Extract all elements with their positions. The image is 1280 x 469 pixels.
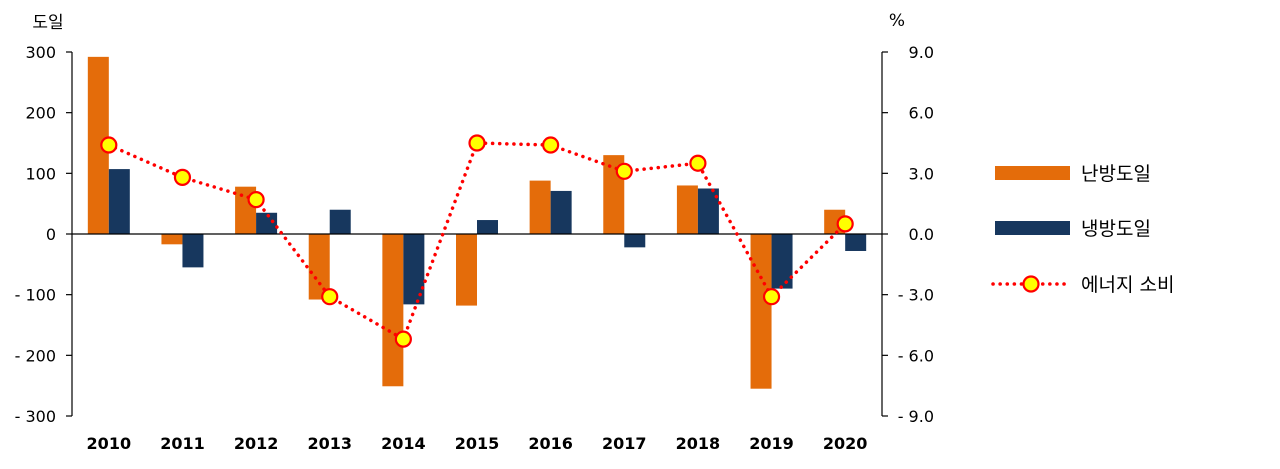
left-tick-label: 0: [46, 225, 56, 244]
energy-point-2016: [542, 136, 560, 154]
right-tick-label: - 3.0: [898, 286, 934, 305]
bar-heating-2014: [382, 234, 404, 387]
x-tick-label-2017: 2017: [602, 434, 647, 453]
plot-area: 300 200 100 0 - 100 - 200 - 300 9.0 6.0 3.0 0.0 - …: [15, 43, 934, 453]
x-tick-label-2015: 2015: [455, 434, 500, 453]
energy-point-2010: [100, 136, 118, 154]
bar-cooling-2019: [771, 234, 793, 289]
left-tick-label: - 300: [15, 407, 56, 426]
energy-point-2011: [173, 168, 192, 186]
x-tick-label-2013: 2013: [307, 434, 352, 453]
x-tick-label-2020: 2020: [823, 434, 868, 453]
x-tick-label-2019: 2019: [749, 434, 794, 453]
bar-cooling-2011: [182, 234, 204, 268]
x-tick-label-2011: 2011: [160, 434, 205, 453]
left-tick-label: - 200: [15, 346, 56, 365]
right-tick-label: 0.0: [909, 225, 934, 244]
bar-cooling-2017: [624, 234, 646, 248]
energy-consumption-points: [100, 134, 854, 348]
energy-point-2017: [615, 162, 633, 180]
bar-cooling-2014: [403, 234, 425, 305]
legend-swatch-heating: [995, 166, 1070, 180]
legend-swatch-cooling: [995, 221, 1070, 235]
x-tick-label-2018: 2018: [676, 434, 721, 453]
bar-heating-2018: [676, 185, 698, 234]
right-tick-label: 3.0: [909, 164, 934, 183]
energy-point-2018: [689, 154, 707, 172]
energy-point-2015: [468, 134, 486, 152]
right-axis-ticks: 9.0 6.0 3.0 0.0 - 3.0 - 6.0 - 9.0: [882, 43, 934, 426]
bar-cooling-2012: [256, 212, 278, 234]
bar-cooling-2010: [108, 169, 130, 234]
bar-heating-2011: [161, 234, 183, 245]
legend-item-energy: 에너지 소비: [991, 274, 1174, 296]
bar-heating-2010: [87, 56, 109, 234]
right-tick-label: 9.0: [909, 43, 934, 62]
bar-heating-2013: [308, 234, 330, 300]
energy-point-2014: [394, 330, 412, 348]
bar-heating-2016: [529, 180, 551, 234]
legend-item-heating: 난방도일: [995, 163, 1151, 185]
x-tick-label-2012: 2012: [234, 434, 279, 453]
legend-item-cooling: 냉방도일: [995, 218, 1151, 240]
bar-cooling-2015: [477, 220, 498, 234]
bar-cooling-2018: [697, 188, 719, 234]
legend-label-heating: 난방도일: [1081, 163, 1151, 185]
energy-point-2012: [247, 191, 265, 209]
right-tick-label: 6.0: [909, 104, 934, 123]
bar-heating-2015: [456, 234, 477, 306]
x-tick-label-2014: 2014: [381, 434, 426, 453]
legend-label-energy: 에너지 소비: [1081, 274, 1174, 296]
legend-swatch-energy-marker: [1022, 275, 1040, 293]
left-tick-label: 200: [25, 104, 56, 123]
right-tick-label: - 9.0: [898, 407, 934, 426]
x-axis-labels: 2010 2011 2012 2013 2014 2015 2016 2017 2018 2019…: [87, 434, 868, 453]
bar-cooling-2020: [845, 234, 867, 251]
left-axis-unit: 도일: [32, 13, 63, 33]
left-tick-label: 100: [25, 164, 56, 183]
right-axis-unit: %: [889, 11, 905, 31]
cooling-degree-days-bars: [108, 169, 867, 305]
bar-cooling-2016: [550, 190, 572, 234]
heating-degree-days-bars: [87, 56, 846, 389]
x-tick-label-2016: 2016: [528, 434, 573, 453]
x-tick-label-2010: 2010: [87, 434, 132, 453]
energy-point-2020: [836, 215, 854, 233]
left-axis-ticks: 300 200 100 0 - 100 - 200 - 300: [15, 43, 72, 426]
bar-cooling-2013: [329, 209, 351, 234]
left-tick-label: - 100: [15, 286, 56, 305]
legend: 난방도일 냉방도일 에너지 소비: [991, 163, 1174, 296]
energy-point-2019: [762, 288, 781, 306]
left-tick-label: 300: [25, 43, 56, 62]
right-tick-label: - 6.0: [898, 346, 934, 365]
legend-label-cooling: 냉방도일: [1081, 218, 1151, 240]
energy-point-2013: [321, 288, 339, 306]
bar-heating-2019: [750, 234, 772, 389]
